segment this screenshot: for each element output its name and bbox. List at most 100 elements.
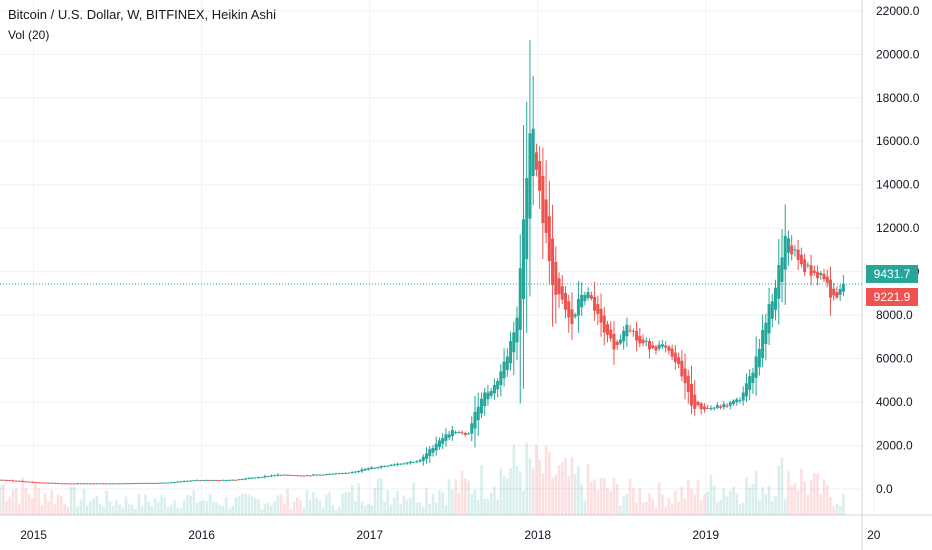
candle-body [163, 482, 167, 484]
volume-bar [489, 492, 493, 515]
volume-bar [105, 490, 108, 515]
volume-bar [76, 506, 79, 515]
candle-body [502, 361, 506, 379]
candle-body [425, 453, 429, 459]
volume-bar [683, 498, 687, 515]
candle-body [63, 483, 67, 485]
volume-bar [628, 478, 632, 515]
volume-indicator-label[interactable]: Vol (20) [8, 28, 50, 42]
candle-body [105, 483, 109, 485]
volume-bar [745, 477, 748, 515]
candle-body [744, 383, 748, 397]
candle-body [544, 199, 548, 233]
volume-bar [761, 487, 764, 515]
volume-bar [289, 509, 293, 515]
volume-bar [803, 481, 806, 515]
volume-bar [716, 502, 719, 515]
volume-bar [150, 505, 154, 515]
last-price-tag: 9431.7 [866, 265, 918, 283]
candle-body [428, 449, 432, 457]
volume-bar [525, 442, 529, 515]
candle-body [822, 274, 826, 280]
candle-body [370, 467, 374, 470]
candle-body [599, 308, 603, 323]
candle-body [250, 477, 254, 479]
candle-body [790, 245, 794, 255]
candle-body [799, 254, 803, 265]
volume-bar [538, 459, 541, 515]
candle-body [101, 483, 105, 485]
candle-body [515, 317, 519, 343]
volume-bar [606, 488, 609, 515]
y-tick-label: 12000.0 [876, 221, 920, 235]
candle-body [140, 482, 144, 484]
candle-body [764, 322, 768, 344]
volume-bar [615, 484, 619, 515]
candle-body [796, 249, 800, 260]
candle-body [712, 407, 716, 409]
candle-body [748, 376, 752, 390]
candle-body [66, 483, 70, 485]
candle-body [835, 292, 839, 298]
candle-body [576, 298, 580, 316]
volume-bar [632, 488, 635, 515]
volume-bar [528, 458, 532, 515]
volume-bar [376, 478, 380, 515]
candle-body [179, 481, 183, 483]
candle-body [486, 392, 490, 400]
candle-body [363, 469, 367, 471]
volume-bar [341, 493, 344, 515]
candle-body [114, 483, 118, 485]
volume-bar [438, 490, 441, 515]
volume-bar [573, 474, 577, 515]
volume-bar [696, 479, 700, 515]
volume-bar [24, 487, 28, 515]
volume-bar [315, 498, 318, 515]
candle-body [211, 479, 215, 481]
volume-bar [241, 493, 244, 515]
volume-bar [703, 494, 706, 515]
volume-bar [735, 493, 739, 515]
volume-bar [205, 501, 209, 515]
volume-bar [838, 505, 842, 515]
volume-bar [728, 490, 732, 515]
volume-bar [483, 499, 487, 515]
volume-bar [8, 496, 11, 515]
volume-bar [18, 503, 21, 515]
candle-body [728, 402, 732, 406]
candle-body [838, 288, 842, 295]
candle-body [156, 482, 160, 484]
candle-body [444, 434, 448, 441]
candle-body [735, 399, 739, 403]
volume-bar [667, 498, 671, 515]
volume-bar [27, 494, 31, 515]
candle-body [257, 477, 261, 479]
candle-body [302, 475, 306, 477]
volume-bar [464, 478, 467, 515]
candle-body [383, 465, 387, 467]
volume-bar [690, 488, 693, 515]
candle-body [732, 400, 736, 404]
volume-bar [228, 508, 231, 515]
volume-bar [751, 483, 755, 515]
volume-bar [612, 477, 616, 515]
volume-bar [767, 485, 771, 515]
volume-bar [418, 502, 422, 515]
candle-body [554, 261, 558, 295]
volume-bar [590, 482, 593, 515]
candle-body [783, 235, 787, 270]
candle-body [774, 287, 778, 310]
candle-body [308, 475, 312, 477]
volume-bar [457, 493, 461, 515]
candle-body [476, 406, 480, 421]
volume-bar [166, 507, 170, 515]
volume-bar [305, 489, 309, 515]
prev-price-tag: 9221.9 [866, 288, 918, 306]
volume-bar [412, 483, 415, 515]
volume-bar [160, 495, 163, 515]
volume-bar [137, 494, 141, 515]
candle-body [92, 483, 96, 485]
volume-bar [515, 466, 519, 515]
candle-body [538, 161, 542, 191]
